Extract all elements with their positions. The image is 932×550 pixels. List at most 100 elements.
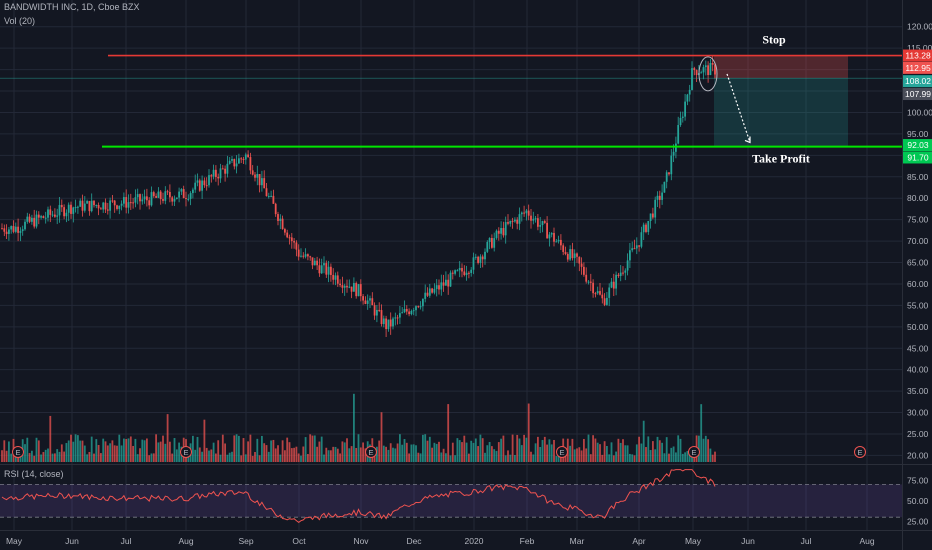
candle-body: [656, 195, 659, 200]
volume-bar: [511, 434, 514, 462]
volume-bar: [668, 453, 670, 462]
volume-bar: [587, 434, 590, 462]
candle-body: [247, 154, 249, 158]
candle-body: [619, 272, 622, 276]
price-label-tag: [903, 139, 932, 152]
volume-bar: [700, 404, 703, 462]
candle-body: [146, 196, 148, 201]
volume-bar: [231, 451, 233, 462]
candle-body: [371, 298, 374, 306]
candle-body: [479, 256, 482, 263]
volume-bar: [530, 451, 532, 462]
volume-bar: [157, 442, 160, 462]
volume-bar: [619, 442, 622, 462]
candle-body: [645, 224, 647, 232]
candle-body: [1, 228, 3, 230]
volume-bar: [134, 438, 137, 462]
volume-bar: [523, 434, 525, 462]
candle-body: [263, 178, 266, 189]
time-tick-label: Mar: [570, 536, 585, 546]
volume-bar: [5, 450, 8, 462]
volume-bar: [210, 449, 213, 462]
volume-bar: [622, 439, 624, 462]
candle-body: [445, 279, 447, 286]
volume-bar: [656, 436, 659, 462]
candle-body: [486, 242, 489, 252]
candle-body: [26, 216, 29, 222]
time-tick-label: Oct: [292, 536, 306, 546]
candle-body: [83, 203, 86, 211]
volume-bar: [343, 442, 346, 462]
candle-body: [254, 174, 256, 178]
price-label: 92.03: [907, 140, 929, 150]
candle-body: [670, 155, 673, 175]
volume-bar: [495, 450, 498, 462]
candle-body: [428, 288, 431, 296]
volume-bar: [412, 444, 415, 462]
candle-body: [353, 283, 355, 292]
price-label: 112.95: [905, 63, 931, 73]
candle-body: [442, 282, 445, 286]
candle-body: [77, 206, 79, 208]
candle-body: [543, 221, 546, 223]
volume-bar: [318, 441, 321, 462]
volume-bar: [320, 436, 323, 462]
candle-body: [19, 231, 22, 233]
volume-bar: [192, 435, 194, 462]
candle-body: [348, 286, 351, 288]
volume-bar: [672, 446, 675, 462]
volume-bar: [307, 454, 309, 462]
volume-bar: [486, 445, 489, 462]
price-tick-label: 115.00: [907, 43, 932, 53]
candle-body: [60, 204, 63, 208]
candle-body: [362, 296, 364, 301]
candle-body: [148, 200, 151, 206]
candle-body: [504, 222, 507, 236]
candle-body: [509, 220, 512, 224]
volume-bar: [426, 440, 429, 462]
volume-bar: [373, 452, 376, 462]
candle-body: [417, 306, 420, 308]
symbol-title: BANDWIDTH INC, 1D, Cboe BZX: [4, 2, 140, 12]
volume-bar: [362, 442, 364, 462]
candle-body: [617, 274, 620, 276]
candle-body: [93, 200, 95, 206]
volume-bar: [642, 420, 645, 462]
candle-body: [79, 200, 82, 207]
volume-bar: [247, 441, 249, 462]
volume-bar: [624, 445, 627, 462]
volume-bar: [152, 453, 155, 462]
volume-bar: [652, 441, 654, 462]
earnings-marker-label: E: [857, 448, 862, 457]
volume-bar: [281, 440, 284, 462]
candle-body: [277, 214, 279, 221]
candle-body: [635, 245, 638, 249]
candle-body: [541, 221, 544, 226]
candle-body: [589, 281, 592, 283]
time-tick-label: May: [685, 536, 702, 546]
volume-bar: [396, 443, 399, 462]
candle-body: [364, 300, 367, 304]
candle-body: [224, 168, 226, 174]
volume-bar: [95, 439, 98, 462]
volume-bar: [127, 438, 130, 462]
candle-body: [150, 192, 153, 206]
candle-body: [401, 312, 404, 314]
candle-body: [649, 213, 652, 222]
volume-bar: [461, 442, 463, 462]
volume-bar: [350, 446, 353, 462]
candle-body: [97, 205, 100, 209]
candle-body: [166, 191, 169, 193]
price-tick-label: 75.00: [907, 215, 929, 225]
volume-bar: [431, 447, 433, 462]
candle-body: [178, 191, 180, 198]
candle-body: [56, 215, 59, 217]
volume-bar: [265, 445, 268, 462]
candle-body: [10, 226, 13, 230]
volume-bar: [286, 437, 289, 462]
volume-bar: [364, 448, 367, 462]
candle-body: [288, 237, 291, 239]
volume-bar: [83, 445, 86, 462]
candle-body: [180, 189, 183, 192]
